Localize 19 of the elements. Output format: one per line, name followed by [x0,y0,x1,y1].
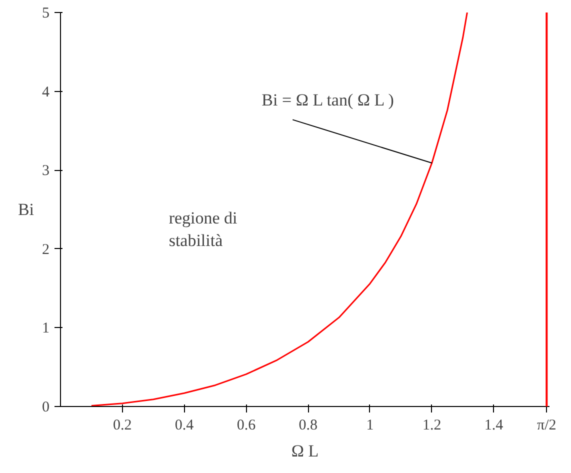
y-tick-label: 5 [42,6,50,22]
y-tick-label: 0 [42,400,50,416]
y-tick-label: 4 [42,84,50,100]
x-tick-label: 0.2 [113,418,132,434]
y-axis-title: Bi [18,200,34,219]
x-tick-label: 1 [366,418,374,434]
y-tick-label: 3 [42,163,50,180]
x-tick-label: π/2 [537,418,556,434]
x-tick-label: 0.4 [174,418,194,434]
x-tick-label: 1.4 [484,418,504,434]
annotation: regione di stabilità [168,208,238,250]
x-tick-label: 1.2 [422,418,442,434]
x-tick-label: 0.8 [298,418,318,434]
x-axis-title: Ω L [291,442,319,460]
line-series [90,12,468,406]
x-tick-label: 0.6 [236,418,256,434]
y-tick-label: 2 [42,242,50,258]
y-tick-label: 1 [42,320,50,337]
annotation: Bi = Ω L tan( Ω L ) [262,90,394,110]
